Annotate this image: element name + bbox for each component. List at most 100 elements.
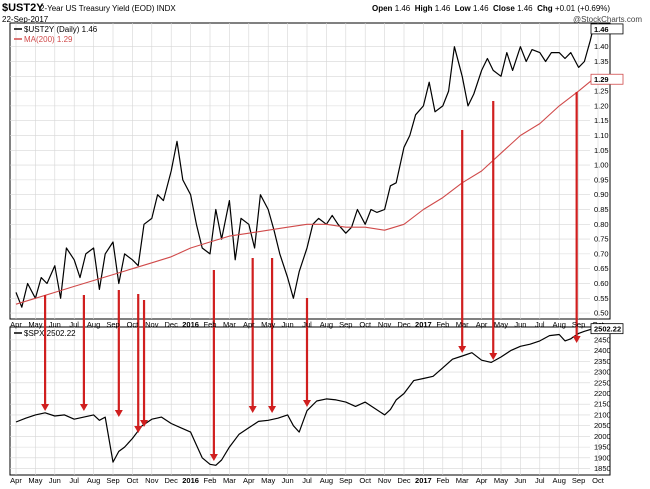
legend-label: $SPX 2502.22 — [24, 329, 76, 338]
x-tick-label: Apr — [10, 320, 22, 329]
series-layer — [15, 28, 594, 466]
legend-label: MA(200) 1.29 — [24, 35, 73, 44]
x-tick-label: Aug — [87, 320, 100, 329]
chart-date: 22-Sep-2017 — [2, 15, 49, 24]
red-arrow-head — [79, 404, 88, 411]
y-tick-label: 1.35 — [594, 57, 609, 66]
y-tick-label: 2000 — [594, 432, 611, 441]
y-tick-label: 2300 — [594, 368, 611, 377]
grid-layer — [10, 23, 599, 475]
chart-symbol: $UST2Y — [2, 2, 44, 14]
y-tick-label: 1900 — [594, 453, 611, 462]
x-tick-label: Sep — [572, 320, 585, 329]
x-tick-label: Apr — [10, 476, 22, 485]
close-label: Close — [493, 4, 515, 13]
x-tick-label: Mar — [456, 476, 469, 485]
x-tick-label: Aug — [87, 476, 100, 485]
x-tick-label: May — [494, 320, 508, 329]
last-value-badge — [590, 323, 624, 335]
x-tick-label: Feb — [436, 320, 449, 329]
last-value-text: 2502.22 — [594, 325, 621, 334]
low-value: 1.46 — [473, 4, 489, 13]
y-tick-label: 0.85 — [594, 205, 609, 214]
y-tick-label: 2150 — [594, 400, 611, 409]
x-tick-label: Feb — [436, 476, 449, 485]
red-arrow-head — [41, 404, 50, 411]
x-tick-label: Nov — [145, 476, 159, 485]
x-tick-label: Sep — [106, 476, 119, 485]
red-arrow-head — [140, 420, 149, 427]
x-tick-label: Oct — [127, 320, 140, 329]
x-tick-label: Jun — [514, 320, 526, 329]
y-tick-label: 0.65 — [594, 264, 609, 273]
y-tick-label: 2400 — [594, 346, 611, 355]
x-tick-label: Oct — [359, 476, 372, 485]
x-tick-label: Sep — [339, 476, 352, 485]
chg-value: +0.01 (+0.69%) — [554, 4, 611, 13]
x-tick-label: Sep — [106, 320, 119, 329]
x-tick-label: May — [28, 476, 42, 485]
chg-label: Chg — [537, 4, 553, 13]
x-tick-label: Dec — [165, 320, 179, 329]
x-tick-label: Oct — [127, 476, 140, 485]
exchange-text: INDX — [156, 4, 176, 13]
last-value-badge — [590, 23, 624, 35]
x-tick-label: Aug — [320, 320, 333, 329]
axis-layer: 0.50 0.55 0.60 0.65 0.70 0.75 0.80 0.85 0.90 0.95… — [10, 23, 624, 485]
x-tick-label: Jun — [49, 476, 61, 485]
x-tick-label: Dec — [397, 320, 411, 329]
y-tick-label: 2050 — [594, 421, 611, 430]
x-tick-label: May — [494, 476, 508, 485]
y-tick-label: 1.10 — [594, 131, 609, 140]
description-text: 2-Year US Treasury Yield (EOD) — [40, 4, 155, 13]
open-value: 1.46 — [394, 4, 411, 13]
y-tick-label: 0.50 — [594, 309, 609, 318]
x-tick-label: 2017 — [415, 476, 432, 485]
stockcharts-credit: @StockCharts.com — [572, 15, 642, 24]
y-tick-label: 1.40 — [594, 42, 609, 51]
open-label: Open — [372, 4, 393, 13]
x-tick-label: Feb — [204, 320, 217, 329]
last-value-badge — [590, 73, 624, 85]
x-tick-label: Mar — [223, 320, 236, 329]
y-tick-label: 2450 — [594, 335, 611, 344]
x-tick-label: Nov — [378, 476, 392, 485]
x-tick-label: Nov — [145, 320, 159, 329]
y-tick-label: 2350 — [594, 357, 611, 366]
x-tick-label: 2016 — [182, 476, 199, 485]
x-tick-label: Aug — [553, 320, 566, 329]
y-tick-label: 1950 — [594, 443, 611, 452]
red-arrow-head — [134, 426, 143, 433]
y-tick-label: 0.60 — [594, 279, 609, 288]
x-tick-label: Apr — [476, 320, 488, 329]
y-tick-label: 2200 — [594, 389, 611, 398]
y-tick-label: 1.00 — [594, 161, 609, 170]
red-arrow-head — [114, 410, 123, 417]
red-arrow-head — [268, 406, 277, 413]
spx-price-line — [15, 328, 594, 466]
x-tick-label: Sep — [339, 320, 352, 329]
x-tick-label: May — [28, 320, 42, 329]
high-label: High — [414, 4, 433, 13]
x-tick-label: Oct — [359, 320, 372, 329]
x-tick-label: Dec — [165, 476, 179, 485]
last-value-text: 1.29 — [594, 75, 609, 84]
x-tick-label: Aug — [320, 476, 333, 485]
x-tick-label: Jun — [49, 320, 61, 329]
red-arrow-head — [572, 336, 581, 343]
y-tick-label: 0.80 — [594, 220, 609, 229]
last-value-text: 1.46 — [594, 25, 609, 34]
x-tick-label: Dec — [397, 476, 411, 485]
y-tick-label: 0.95 — [594, 175, 609, 184]
x-tick-label: May — [261, 320, 275, 329]
y-tick-label: 1.20 — [594, 101, 609, 110]
low-label: Low — [454, 4, 471, 13]
x-tick-label: Apr — [243, 476, 255, 485]
y-tick-label: 0.70 — [594, 249, 609, 258]
x-tick-label: Jul — [69, 476, 79, 485]
y-tick-label: 2100 — [594, 410, 611, 419]
close-value: 1.46 — [517, 4, 533, 13]
ma200-line — [15, 78, 594, 305]
